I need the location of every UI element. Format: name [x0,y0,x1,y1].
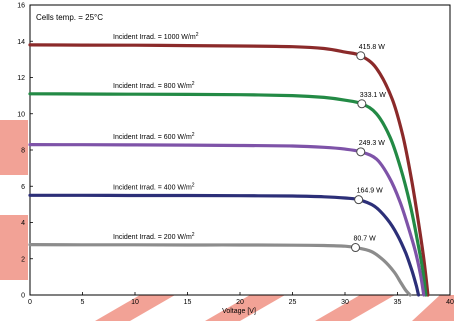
series-layer [28,43,430,297]
mpp-marker-1 [356,51,366,61]
x-tick-label: 5 [81,299,85,306]
plot-frame [29,4,451,296]
x-tick-label: 10 [131,299,139,306]
x-axis-label: Voltage [V] [222,308,256,315]
mpp-power-label-4: 164.9 W [357,188,383,195]
watermark-stripe [412,295,454,321]
mpp-power-label-1: 415.8 W [359,44,385,51]
cells-temp-annotation: Cells temp. = 25°C [36,13,103,22]
watermark-stripe [0,215,28,280]
series-name-label-2: Incident Irrad. = 800 W/m2 [113,81,195,90]
series-line-5 [28,243,412,297]
watermark-background [0,120,454,321]
labels-layer: 415.8 W Incident Irrad. = 1000 W/m2 333.1 … [113,32,386,242]
y-tick-label: 6 [21,184,25,191]
mpp-marker-5 [351,243,360,253]
mpp-marker-2 [357,99,367,109]
x-tick-label: 25 [289,299,297,306]
series-name-label-4: Incident Irrad. = 400 W/m2 [113,182,195,191]
y-tick-label: 0 [21,293,25,300]
mpp-marker-4 [354,195,364,205]
y-tick-label: 2 [21,256,25,263]
watermark-stripe [95,295,175,321]
series-line-3 [28,143,426,297]
x-tick-label: 40 [446,299,454,306]
x-tick-label: 35 [394,299,402,306]
mpp-power-label-5: 80.7 W [354,236,377,243]
y-tick-label: 8 [21,148,25,155]
watermark-stripe [205,295,285,321]
x-tick-label: 30 [341,299,349,306]
watermark-stripe [315,295,395,321]
x-tick-label: 15 [184,299,192,306]
watermark-stripe [0,120,28,175]
mpp-marker-3 [356,147,366,157]
mpp-power-label-2: 333.1 W [360,92,386,99]
series-line-2 [28,92,428,297]
axes: 0 5 10 15 20 25 30 35 40 0 2 4 6 8 10 12 14 16 [17,3,454,307]
y-tick-label: 14 [17,39,25,46]
series-name-label-1: Incident Irrad. = 1000 W/m2 [113,32,199,41]
series-name-label-5: Incident Irrad. = 200 W/m2 [113,232,195,241]
series-line-1 [28,43,430,297]
series-line-4 [28,193,421,297]
y-tick-label: 12 [17,75,25,82]
y-tick-label: 16 [17,3,25,10]
series-name-label-3: Incident Irrad. = 600 W/m2 [113,132,195,141]
y-tick-label: 10 [17,111,25,118]
x-tick-label: 0 [28,299,32,306]
y-tick-label: 4 [21,220,25,227]
mpp-power-label-3: 249.3 W [359,140,385,147]
x-tick-label: 20 [236,299,244,306]
